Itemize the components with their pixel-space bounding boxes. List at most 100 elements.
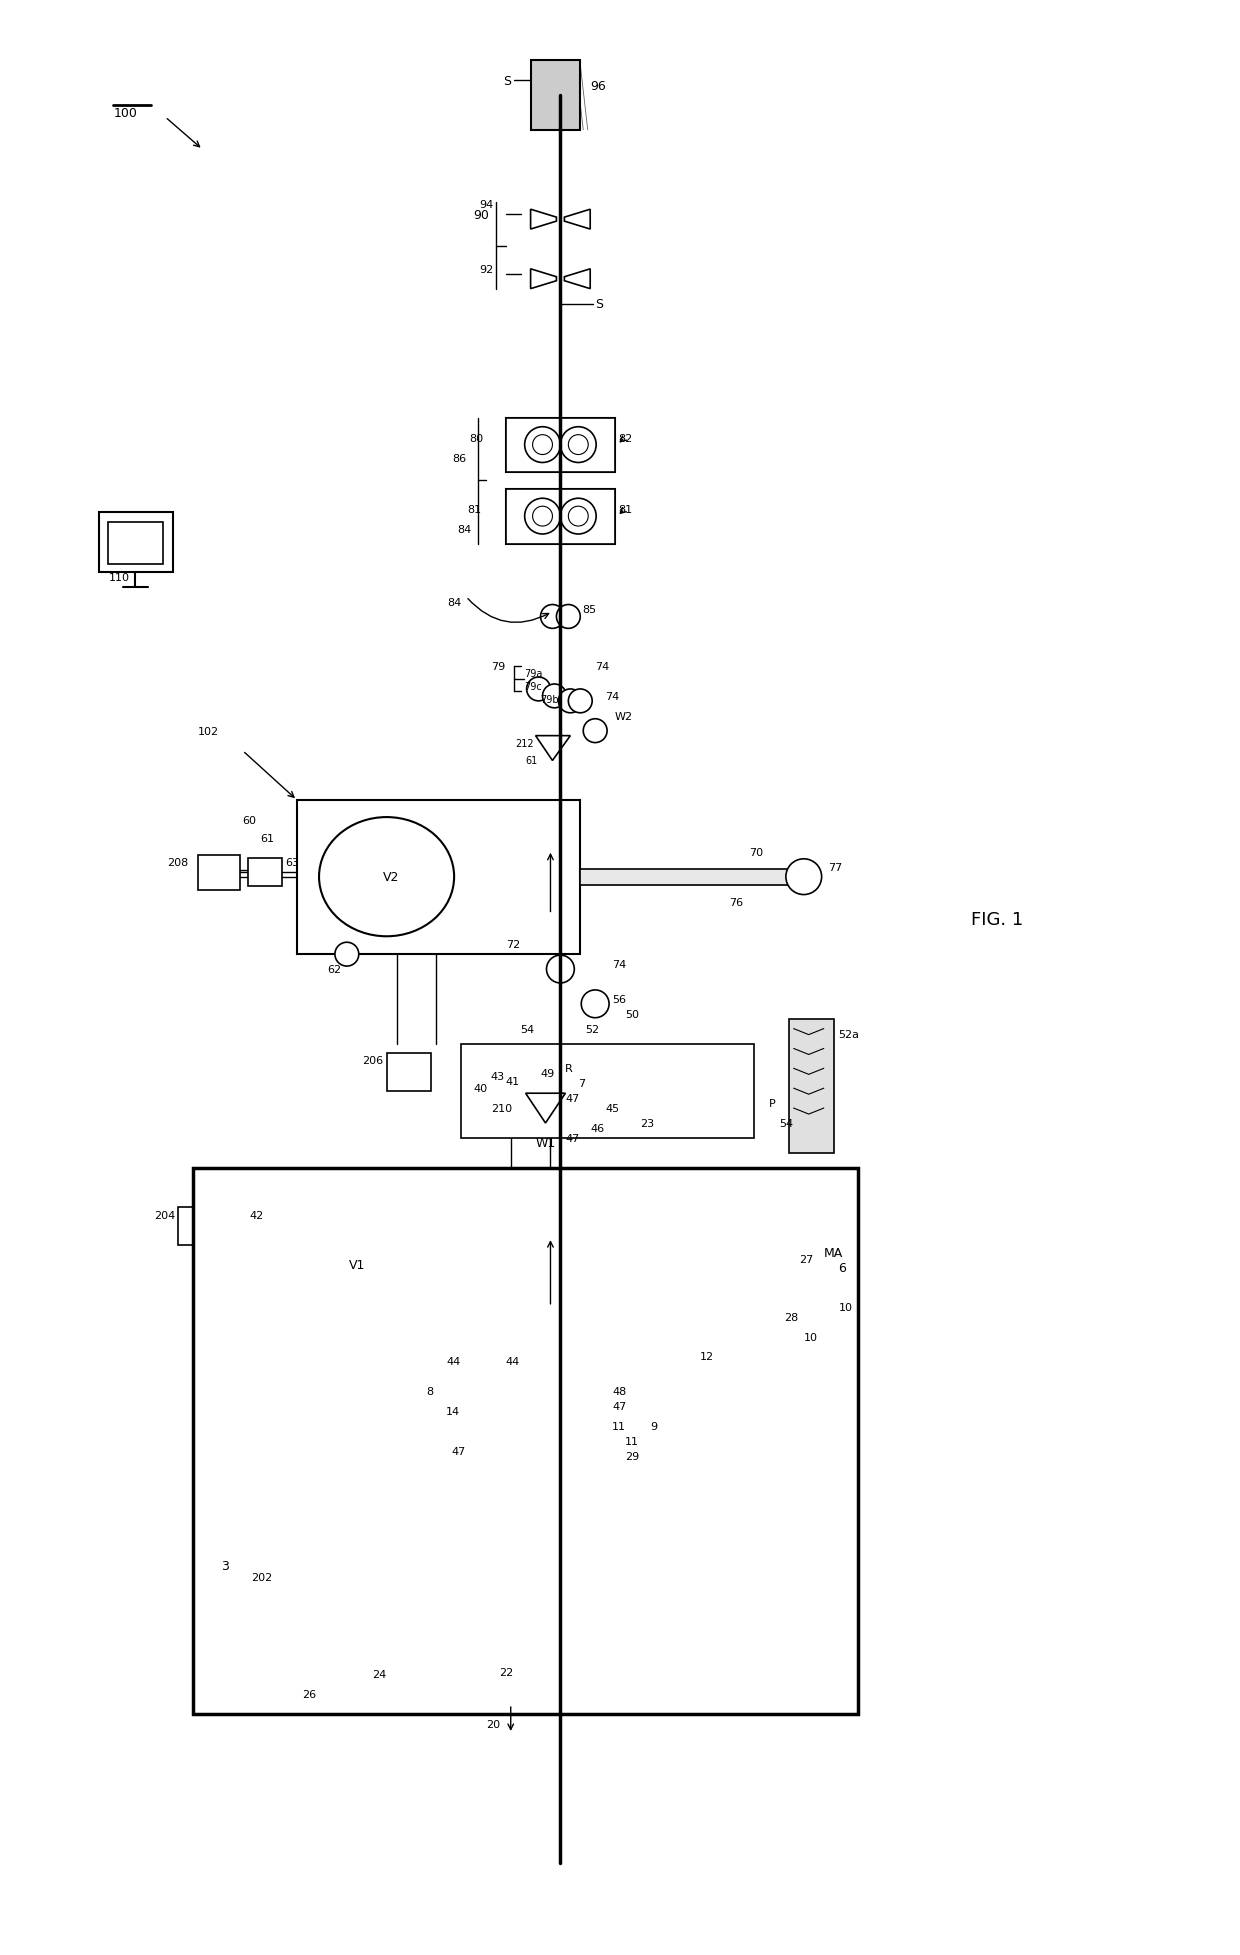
Bar xyxy=(218,1535,853,1715)
Text: 74: 74 xyxy=(605,692,619,702)
Circle shape xyxy=(582,991,609,1019)
Text: 8: 8 xyxy=(427,1386,434,1396)
Text: 43: 43 xyxy=(491,1071,505,1081)
Text: 28: 28 xyxy=(784,1312,799,1322)
Circle shape xyxy=(754,1408,763,1415)
Circle shape xyxy=(689,1359,697,1367)
Text: 81: 81 xyxy=(618,504,632,514)
Text: 62: 62 xyxy=(327,964,341,974)
Bar xyxy=(506,491,615,545)
Text: 86: 86 xyxy=(451,454,466,463)
Text: 110: 110 xyxy=(108,573,129,583)
Text: 49: 49 xyxy=(541,1069,554,1079)
Text: 84: 84 xyxy=(456,524,471,536)
Bar xyxy=(387,1054,432,1091)
Text: 90: 90 xyxy=(472,209,489,221)
Circle shape xyxy=(547,956,574,983)
Bar xyxy=(193,1167,858,1715)
Circle shape xyxy=(714,1357,774,1415)
Circle shape xyxy=(525,428,560,463)
Polygon shape xyxy=(564,209,590,231)
Polygon shape xyxy=(531,209,557,231)
Text: FIG. 1: FIG. 1 xyxy=(971,911,1023,929)
Ellipse shape xyxy=(319,817,454,936)
Circle shape xyxy=(541,606,564,630)
Text: 208: 208 xyxy=(166,858,188,868)
Text: W1: W1 xyxy=(536,1136,556,1150)
Text: 206: 206 xyxy=(362,1056,383,1065)
Text: 45: 45 xyxy=(605,1103,619,1114)
Circle shape xyxy=(568,690,593,714)
Text: 26: 26 xyxy=(303,1689,316,1699)
Circle shape xyxy=(651,1396,660,1404)
Text: 42: 42 xyxy=(249,1210,264,1220)
Text: 79: 79 xyxy=(491,661,506,673)
Circle shape xyxy=(335,942,358,966)
Circle shape xyxy=(533,506,553,526)
Circle shape xyxy=(727,1408,734,1415)
Text: 54: 54 xyxy=(779,1118,794,1128)
Circle shape xyxy=(786,860,822,895)
Text: 72: 72 xyxy=(506,940,520,950)
Bar xyxy=(506,491,615,545)
Bar xyxy=(580,870,789,886)
Text: 11: 11 xyxy=(613,1421,626,1431)
Text: 22: 22 xyxy=(498,1668,513,1677)
Circle shape xyxy=(583,1419,608,1443)
Text: 85: 85 xyxy=(583,606,596,616)
Bar xyxy=(471,1644,551,1705)
Circle shape xyxy=(738,1292,777,1331)
Text: 46: 46 xyxy=(590,1124,604,1134)
Text: 54: 54 xyxy=(521,1024,534,1034)
Text: 14: 14 xyxy=(446,1406,460,1415)
Bar xyxy=(531,61,580,131)
Circle shape xyxy=(699,1396,708,1404)
Text: 212: 212 xyxy=(516,739,534,749)
Text: V1: V1 xyxy=(348,1257,365,1271)
Bar xyxy=(298,802,580,954)
Text: 84: 84 xyxy=(446,596,461,608)
Circle shape xyxy=(717,1368,724,1376)
Circle shape xyxy=(689,1408,697,1415)
Circle shape xyxy=(527,678,551,702)
Circle shape xyxy=(703,1382,712,1390)
Bar xyxy=(461,1044,754,1138)
Text: 76: 76 xyxy=(729,897,744,907)
Bar xyxy=(789,1019,833,1153)
Text: 80: 80 xyxy=(469,434,482,444)
Circle shape xyxy=(647,1382,656,1390)
Text: 96: 96 xyxy=(590,80,606,92)
Text: 56: 56 xyxy=(613,995,626,1005)
Circle shape xyxy=(764,1396,773,1404)
Circle shape xyxy=(651,1368,660,1376)
Bar xyxy=(362,1654,422,1699)
Bar xyxy=(248,1179,551,1351)
Text: 50: 50 xyxy=(625,1009,639,1019)
Polygon shape xyxy=(564,270,590,289)
Text: 102: 102 xyxy=(198,727,219,737)
Bar xyxy=(620,1238,848,1505)
Polygon shape xyxy=(526,1093,565,1124)
Text: 44: 44 xyxy=(506,1357,520,1367)
Circle shape xyxy=(699,1368,708,1376)
Text: 11: 11 xyxy=(625,1437,639,1447)
Bar xyxy=(491,1367,590,1447)
Text: 52a: 52a xyxy=(838,1028,859,1040)
Bar xyxy=(739,1243,794,1298)
Circle shape xyxy=(740,1355,748,1363)
Text: R: R xyxy=(565,1064,573,1073)
Circle shape xyxy=(525,499,560,536)
Text: 6: 6 xyxy=(838,1261,847,1275)
Bar xyxy=(179,1208,223,1245)
Text: 79b: 79b xyxy=(541,694,559,704)
Text: 29: 29 xyxy=(625,1451,639,1460)
Text: P: P xyxy=(769,1099,776,1108)
Text: 41: 41 xyxy=(506,1077,520,1087)
Circle shape xyxy=(712,1382,720,1390)
Text: 9: 9 xyxy=(650,1421,657,1431)
Circle shape xyxy=(548,1345,573,1368)
Circle shape xyxy=(304,1656,340,1693)
Text: 70: 70 xyxy=(749,847,764,858)
Text: 12: 12 xyxy=(699,1351,713,1363)
Circle shape xyxy=(560,428,596,463)
